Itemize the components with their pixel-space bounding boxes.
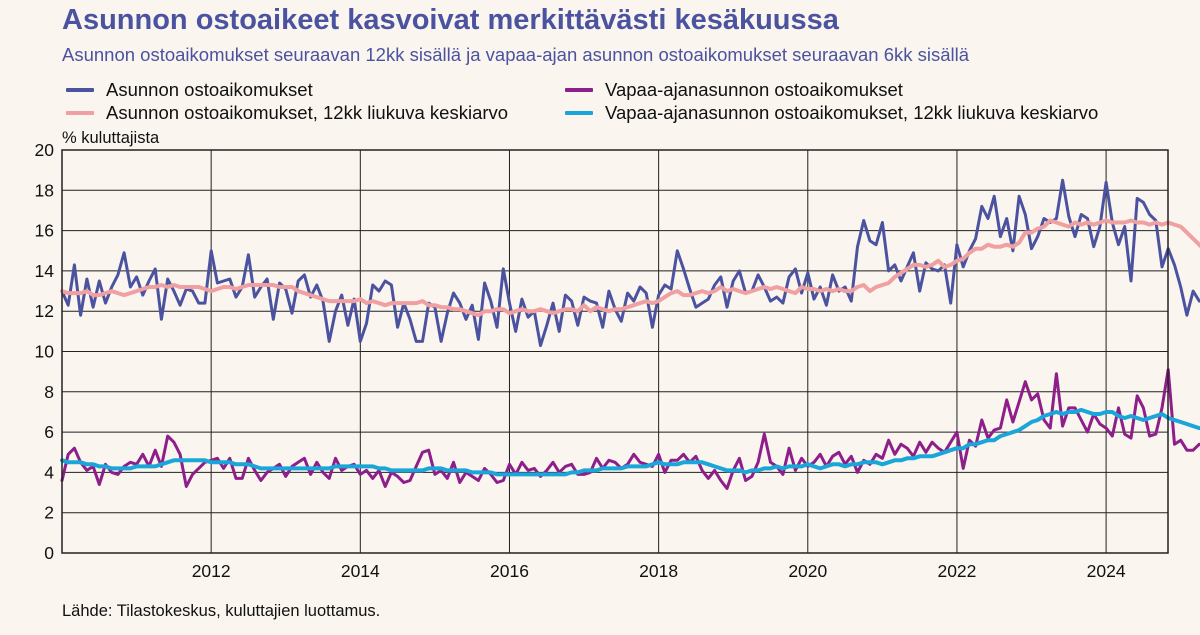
legend-label-home: Asunnon ostoaikomukset [106, 79, 313, 100]
series-layer [60, 178, 1200, 490]
y-tick-label: 16 [35, 221, 54, 241]
axis-ticks: 0 2 4 6 8 10 12 14 16 18 20 2012 2014 2016 2018 2020 202… [35, 140, 1126, 581]
y-tick-label: 12 [35, 301, 54, 321]
y-axis-label: % kuluttajista [62, 129, 160, 147]
series-line-home-ma [60, 218, 1200, 318]
x-tick-label: 2020 [788, 561, 827, 581]
legend-swatch-leisure [565, 88, 593, 92]
plot-border [61, 149, 1169, 554]
gridlines [62, 150, 1168, 553]
series-line-home [60, 178, 1200, 347]
y-tick-label: 10 [35, 342, 55, 362]
series-line-leisure [60, 368, 1200, 490]
legend: Asunnon ostoaikomukset Vapaa-ajanasunnon… [66, 79, 1186, 127]
legend-item-leisure: Vapaa-ajanasunnon ostoaikomukset [565, 79, 903, 101]
x-tick-label: 2018 [639, 561, 678, 581]
legend-label-leisure-ma: Vapaa-ajanasunnon ostoaikomukset, 12kk l… [605, 102, 1099, 123]
x-tick-label: 2022 [937, 561, 976, 581]
legend-label-leisure: Vapaa-ajanasunnon ostoaikomukset [605, 79, 903, 100]
y-tick-label: 18 [35, 180, 54, 200]
legend-item-home-ma: Asunnon ostoaikomukset, 12kk liukuva kes… [66, 102, 508, 124]
legend-item-home: Asunnon ostoaikomukset [66, 79, 313, 101]
y-tick-label: 4 [44, 462, 54, 482]
x-tick-label: 2016 [490, 561, 529, 581]
x-tick-label: 2014 [341, 561, 380, 581]
series-line-leisure-ma [60, 407, 1200, 477]
legend-swatch-leisure-ma [565, 111, 593, 115]
chart-subtitle: Asunnon ostoaikomukset seuraavan 12kk si… [62, 44, 970, 65]
legend-swatch-home-ma [66, 111, 94, 115]
legend-label-home-ma: Asunnon ostoaikomukset, 12kk liukuva kes… [106, 102, 509, 123]
y-tick-label: 8 [44, 382, 54, 402]
legend-item-leisure-ma: Vapaa-ajanasunnon ostoaikomukset, 12kk l… [565, 102, 1098, 124]
x-tick-label: 2024 [1087, 561, 1126, 581]
y-tick-label: 2 [44, 503, 54, 523]
y-tick-label: 20 [35, 140, 55, 160]
source-note: Lähde: Tilastokeskus, kuluttajien luotta… [62, 602, 381, 620]
legend-swatch-home [66, 88, 94, 92]
chart-title: Asunnon ostoaikeet kasvoivat merkittäväs… [62, 4, 839, 36]
x-tick-label: 2012 [192, 561, 231, 581]
y-tick-label: 14 [35, 261, 55, 281]
y-tick-label: 0 [44, 543, 54, 563]
y-tick-label: 6 [44, 422, 54, 442]
